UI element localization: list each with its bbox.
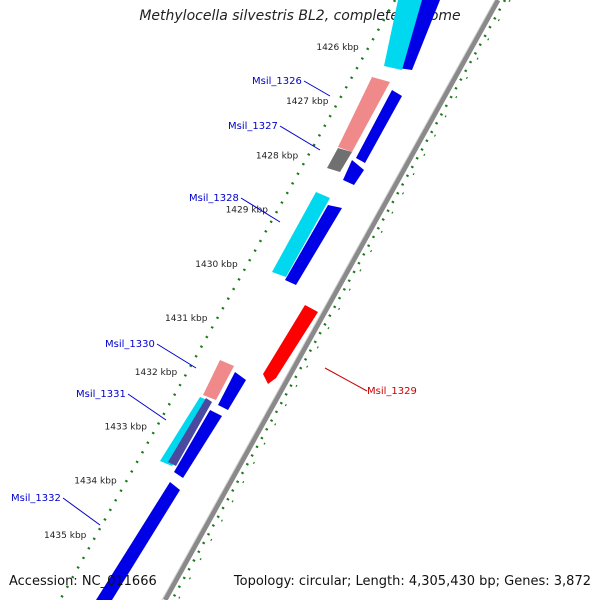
gene-label-leader [156,343,197,369]
tick-label: 1432 kbp [135,368,178,378]
tick-label: 1429 kbp [226,206,269,216]
reverse-cds-arrow-msil-1329[interactable] [263,305,318,384]
gene-label[interactable]: Msil_1330 [105,339,155,350]
tick-label: 1435 kbp [44,531,87,541]
tick-track-outer [170,0,507,600]
gene-label[interactable]: Msil_1327 [228,121,278,132]
genome-summary: Topology: circular; Length: 4,305,430 bp… [233,574,591,589]
gene-label[interactable]: Msil_1328 [189,193,239,204]
forward-cds-arrow[interactable] [356,90,402,163]
gene-label-leader [127,393,167,421]
forward-cds-arrow[interactable] [96,482,180,600]
gene-label[interactable]: Msil_1329 [367,386,417,397]
gene-label-leader [240,197,281,223]
gene-label[interactable]: Msil_1332 [11,493,61,504]
tick-label: 1426 kbp [316,43,359,53]
tick-label: 1431 kbp [165,314,208,324]
pink-band[interactable] [338,77,390,152]
gene-label-leader [303,80,331,97]
forward-cds-arrow[interactable] [285,205,342,285]
cyan-band[interactable] [272,192,330,277]
forward-cds-arrow[interactable] [218,372,246,410]
forward-cds-arrow[interactable] [343,160,364,185]
genome-backbone [162,0,501,600]
gene-label-leader [62,497,101,526]
tick-label: 1434 kbp [74,477,117,487]
gene-label-leader [324,367,368,392]
pink-band[interactable] [203,360,234,400]
tick-label-group: 1426 kbp 1427 kbp 1428 kbp 1429 kbp 1430 kbp… [44,43,359,541]
map-title: Methylocella silvestris BL2, complete ge… [139,8,461,24]
gray-band[interactable] [168,398,212,466]
feature-band-group [160,0,422,466]
tick-track-outer-far [177,0,511,600]
forward-cds-group [96,0,440,600]
cyan-band[interactable] [384,0,422,70]
forward-cds-arrow[interactable] [174,410,222,478]
tick-label: 1433 kbp [105,422,148,432]
gray-band[interactable] [327,148,352,172]
gene-label-leader [279,125,321,151]
tick-label: 1430 kbp [195,260,238,270]
accession-label: Accession: NC_011666 [9,574,157,589]
tick-track-inner [58,0,397,600]
gene-label[interactable]: Msil_1326 [252,76,302,87]
gene-label[interactable]: Msil_1331 [76,389,126,400]
genome-backbone-highlight [161,0,496,600]
tick-label: 1427 kbp [286,97,329,107]
tick-label: 1428 kbp [256,151,299,161]
gene-label-group: Msil_1326 Msil_1327 Msil_1328 Msil_1330 Msil… [11,76,417,526]
forward-cds-arrow[interactable] [398,0,440,70]
